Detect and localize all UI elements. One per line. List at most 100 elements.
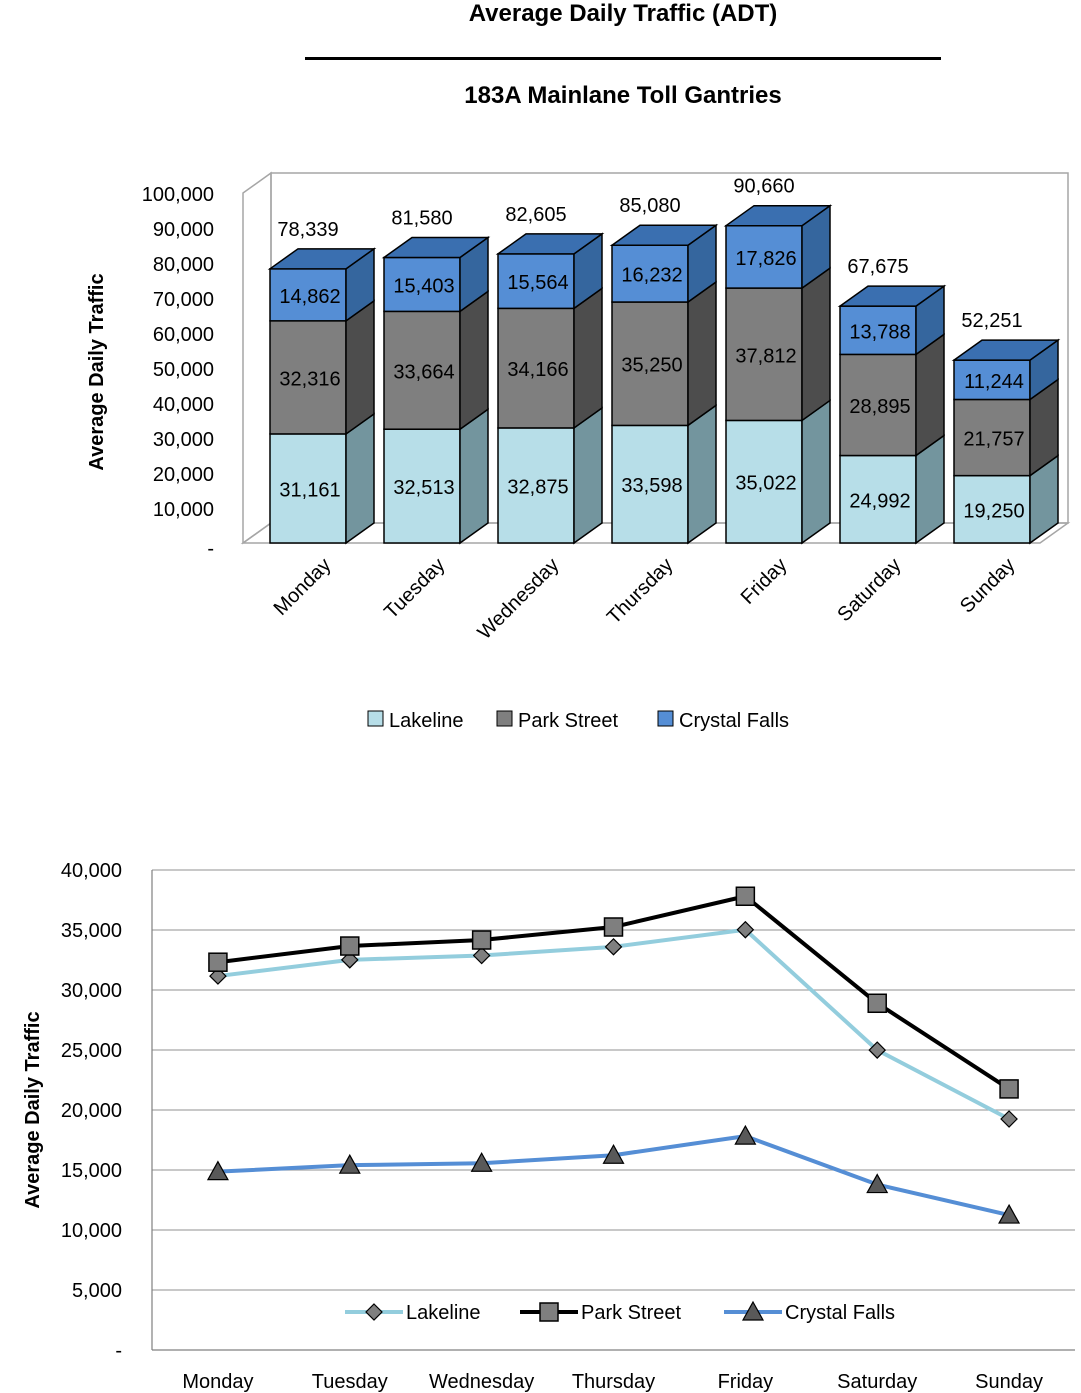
bar-lakeline-saturday xyxy=(839,454,917,544)
y-tick-label: 90,000 xyxy=(153,219,214,241)
stacked-bar-chart: - 10,000 20,000 30,000 40,000 50,000 60,000 70,… xyxy=(86,171,1071,732)
bar-top-saturday xyxy=(837,285,947,307)
legend-label-lakeline: Lakeline xyxy=(406,1302,481,1324)
x-tick-label-sunday: Sunday xyxy=(956,554,1020,618)
y-axis-label: Average Daily Traffic xyxy=(86,273,108,470)
y-tick-label: 30,000 xyxy=(61,980,122,1002)
point-park-street-tuesday xyxy=(340,936,360,956)
legend-marker-lakeline xyxy=(365,1303,383,1321)
point-park-street-thursday xyxy=(603,917,624,937)
legend-swatch-crystal-falls xyxy=(657,710,674,727)
bar-top-tuesday xyxy=(381,236,491,259)
y-tick-label: 5,000 xyxy=(72,1280,122,1302)
title-divider xyxy=(305,57,941,60)
data-label: 32,875 xyxy=(507,476,568,498)
total-label: 81,580 xyxy=(391,207,452,229)
data-label: 31,161 xyxy=(279,479,340,501)
x-tick-label-sunday: Sunday xyxy=(975,1371,1043,1393)
point-crystal-falls-saturday xyxy=(866,1173,889,1194)
x-tick-label-wednesday: Wednesday xyxy=(474,554,564,644)
x-tick-label-saturday: Saturday xyxy=(837,1371,917,1393)
data-label: 15,403 xyxy=(393,275,454,297)
point-crystal-falls-friday xyxy=(734,1124,757,1145)
point-lakeline-monday xyxy=(209,967,227,985)
x-tick-label-wednesday: Wednesday xyxy=(429,1371,534,1393)
data-label: 34,166 xyxy=(507,359,568,381)
legend-label-park-street: Park Street xyxy=(581,1302,681,1324)
data-label: 16,232 xyxy=(621,265,682,287)
bar-side-lakeline-tuesday xyxy=(459,407,489,545)
legend-marker-crystal-falls xyxy=(741,1300,765,1321)
point-lakeline-saturday xyxy=(868,1041,887,1059)
x-tick-label-thursday: Thursday xyxy=(572,1371,655,1393)
bar-lakeline-thursday xyxy=(611,424,689,544)
bar-top-friday xyxy=(723,204,833,227)
y-tick-label: 30,000 xyxy=(153,429,214,451)
y-tick-label: 10,000 xyxy=(61,1220,122,1242)
bar-side-lakeline-thursday xyxy=(687,403,717,545)
y-tick-label: - xyxy=(115,1340,122,1362)
point-park-street-wednesday xyxy=(471,930,492,950)
y-tick-label: 10,000 xyxy=(153,499,214,521)
legend-label-park-street: Park Street xyxy=(518,710,618,732)
total-label: 82,605 xyxy=(505,204,566,226)
data-label: 33,664 xyxy=(393,361,454,383)
legend-swatch-park-street xyxy=(496,710,513,727)
bar-lakeline-wednesday xyxy=(497,427,575,544)
x-tick-label-monday: Monday xyxy=(182,1371,253,1393)
data-label: 19,250 xyxy=(963,500,1024,522)
x-tick-label-saturday: Saturday xyxy=(833,554,905,626)
data-label: 17,826 xyxy=(735,248,796,270)
x-tick-label-monday: Monday xyxy=(270,554,336,620)
bar-lakeline-friday xyxy=(725,419,803,544)
y-tick-label: 40,000 xyxy=(61,860,122,882)
total-label: 52,251 xyxy=(961,310,1022,332)
legend-swatch-lakeline xyxy=(367,710,384,727)
point-crystal-falls-thursday xyxy=(602,1143,625,1164)
y-tick-label: 35,000 xyxy=(61,920,122,942)
point-crystal-falls-wednesday xyxy=(470,1151,493,1172)
point-lakeline-wednesday xyxy=(472,946,491,965)
x-tick-label-friday: Friday xyxy=(737,554,792,609)
legend-label-crystal-falls: Crystal Falls xyxy=(785,1302,895,1324)
bar-park-street-friday xyxy=(725,287,803,422)
point-lakeline-thursday xyxy=(604,937,623,956)
point-lakeline-sunday xyxy=(1000,1110,1018,1128)
point-park-street-friday xyxy=(735,886,756,907)
x-tick-label-thursday: Thursday xyxy=(603,554,678,629)
data-label: 32,316 xyxy=(279,368,340,390)
point-crystal-falls-monday xyxy=(206,1160,229,1181)
bar-lakeline-sunday xyxy=(953,474,1031,544)
point-park-street-saturday xyxy=(867,993,887,1014)
data-label: 21,757 xyxy=(963,429,1024,451)
y-tick-label: - xyxy=(207,538,214,560)
y-tick-label: 40,000 xyxy=(153,394,214,416)
y-tick-label: 70,000 xyxy=(153,289,214,311)
line-chart: - 5,000 10,000 15,000 20,000 25,000 30,000 35,0… xyxy=(22,860,1075,1393)
x-tick-label-tuesday: Tuesday xyxy=(380,554,449,623)
bar-park-street-thursday xyxy=(611,301,689,427)
bar-park-street-tuesday xyxy=(383,310,461,430)
bar-side-park-street-tuesday xyxy=(459,289,489,431)
total-label: 67,675 xyxy=(847,256,908,278)
y-tick-label: 60,000 xyxy=(153,324,214,346)
bar-side-lakeline-friday xyxy=(801,398,831,545)
y-tick-label: 15,000 xyxy=(61,1160,122,1182)
bar-side-lakeline-monday xyxy=(345,412,375,545)
bar-top-thursday xyxy=(609,224,719,246)
bar-side-park-street-thursday xyxy=(687,280,717,427)
bar-side-lakeline-wednesday xyxy=(573,406,603,545)
bar-crystal-falls-monday xyxy=(269,268,347,322)
y-tick-label: 100,000 xyxy=(142,184,214,206)
bar-top-wednesday xyxy=(495,233,605,255)
point-lakeline-tuesday xyxy=(340,950,359,969)
data-label: 24,992 xyxy=(849,490,910,512)
bar-park-street-wednesday xyxy=(497,307,575,429)
data-label: 13,788 xyxy=(849,321,910,343)
bar-side-park-street-monday xyxy=(345,299,375,436)
bar-side-park-street-wednesday xyxy=(573,286,603,430)
y-tick-label: 80,000 xyxy=(153,254,214,276)
bar-lakeline-monday xyxy=(269,433,347,544)
chart-title: Average Daily Traffic (ADT) xyxy=(468,0,778,27)
bar-crystal-falls-friday xyxy=(725,224,803,289)
